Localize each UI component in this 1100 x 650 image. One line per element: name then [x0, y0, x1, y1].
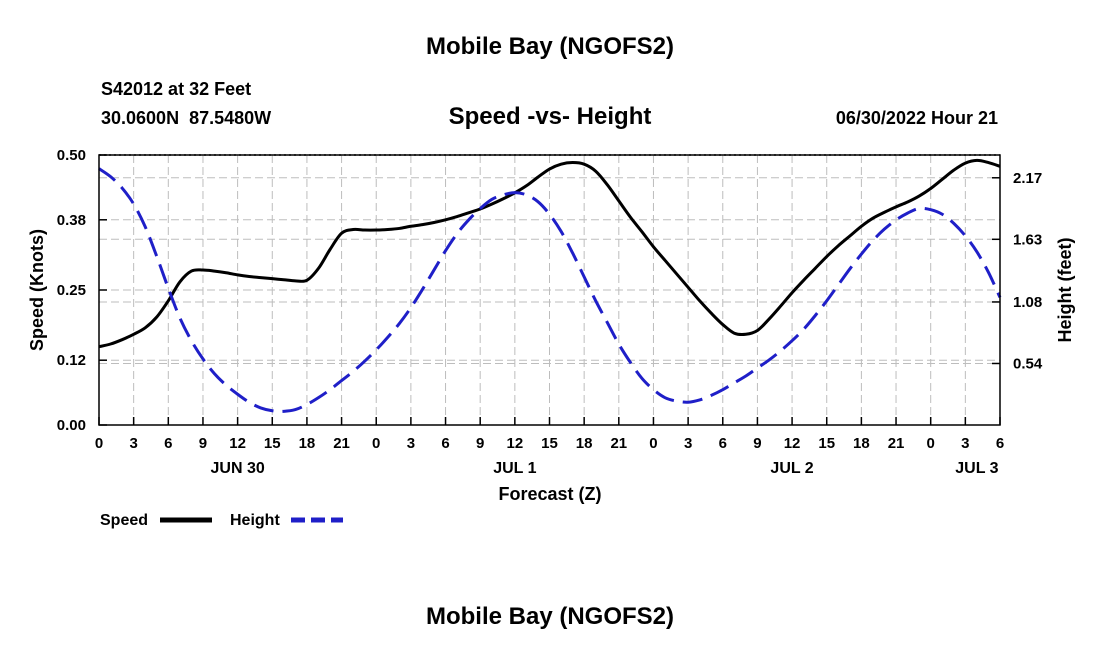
x-tick-label: 18 [576, 435, 593, 452]
x-tick-label: 18 [853, 435, 870, 452]
x-tick-label: 3 [407, 435, 415, 452]
x-tick-label: 9 [476, 435, 484, 452]
forecast-timestamp: 06/30/2022 Hour 21 [836, 108, 998, 128]
y-left-tick-label: 0.00 [57, 417, 86, 434]
x-tick-label: 12 [507, 435, 524, 452]
x-tick-label: 21 [333, 435, 350, 452]
legend-speed-label: Speed [100, 512, 148, 529]
x-tick-label: 0 [95, 435, 103, 452]
date-label: JUL 1 [493, 460, 536, 477]
y-right-tick-label: 0.54 [1013, 355, 1043, 372]
series-lines [98, 158, 1002, 413]
x-tick-label: 3 [961, 435, 969, 452]
x-tick-label: 15 [541, 435, 558, 452]
x-tick-label: 15 [264, 435, 281, 452]
x-tick-label: 12 [784, 435, 801, 452]
series-line-speed [98, 158, 1001, 349]
date-label: JUL 3 [955, 460, 998, 477]
x-tick-label: 6 [441, 435, 449, 452]
x-tick-label: 9 [199, 435, 207, 452]
y-right-tick-label: 1.08 [1013, 294, 1042, 311]
axes: 0 3 6 9 12 15 18 21 0 3 6 9 12 15 18 21 0 3 6 9 12 15 18 21 0 3 6 J… [57, 147, 1043, 477]
x-tick-label: 0 [927, 435, 935, 452]
x-tick-label: 6 [996, 435, 1004, 452]
series-line-height [98, 167, 1002, 413]
y-axis-left-label: Speed (Knots) [27, 229, 47, 351]
chart-title: Mobile Bay (NGOFS2) [426, 33, 674, 60]
x-tick-label: 6 [719, 435, 727, 452]
x-tick-label: 3 [129, 435, 137, 452]
y-left-tick-label: 0.38 [57, 212, 86, 229]
x-axis-label: Forecast (Z) [498, 484, 601, 504]
x-tick-label: 15 [818, 435, 835, 452]
x-tick-label: 6 [164, 435, 172, 452]
x-tick-label: 0 [372, 435, 380, 452]
y-left-tick-label: 0.25 [57, 282, 86, 299]
y-left-tick-label: 0.12 [57, 352, 86, 369]
date-label: JUL 2 [770, 460, 813, 477]
station-label: S42012 at 32 Feet [101, 79, 251, 99]
y-right-tick-label: 1.63 [1013, 231, 1042, 248]
grid-lines [99, 154, 1000, 425]
x-tick-label: 21 [610, 435, 627, 452]
x-tick-label: 12 [229, 435, 246, 452]
x-tick-label: 0 [649, 435, 657, 452]
x-tick-label: 3 [684, 435, 692, 452]
x-tick-label: 9 [753, 435, 761, 452]
legend: Speed Height [100, 512, 343, 529]
y-left-tick-label: 0.50 [57, 147, 86, 164]
chart-subtitle: Speed -vs- Height [449, 103, 652, 130]
x-tick-label: 18 [299, 435, 316, 452]
x-tick-label: 21 [888, 435, 905, 452]
legend-height-label: Height [230, 512, 280, 529]
y-axis-right-label: Height (feet) [1055, 238, 1075, 343]
y-right-tick-label: 2.17 [1013, 170, 1042, 187]
coordinates-label: 30.0600N 87.5480W [101, 108, 271, 128]
footer-title: Mobile Bay (NGOFS2) [426, 603, 674, 630]
date-label: JUN 30 [210, 460, 264, 477]
